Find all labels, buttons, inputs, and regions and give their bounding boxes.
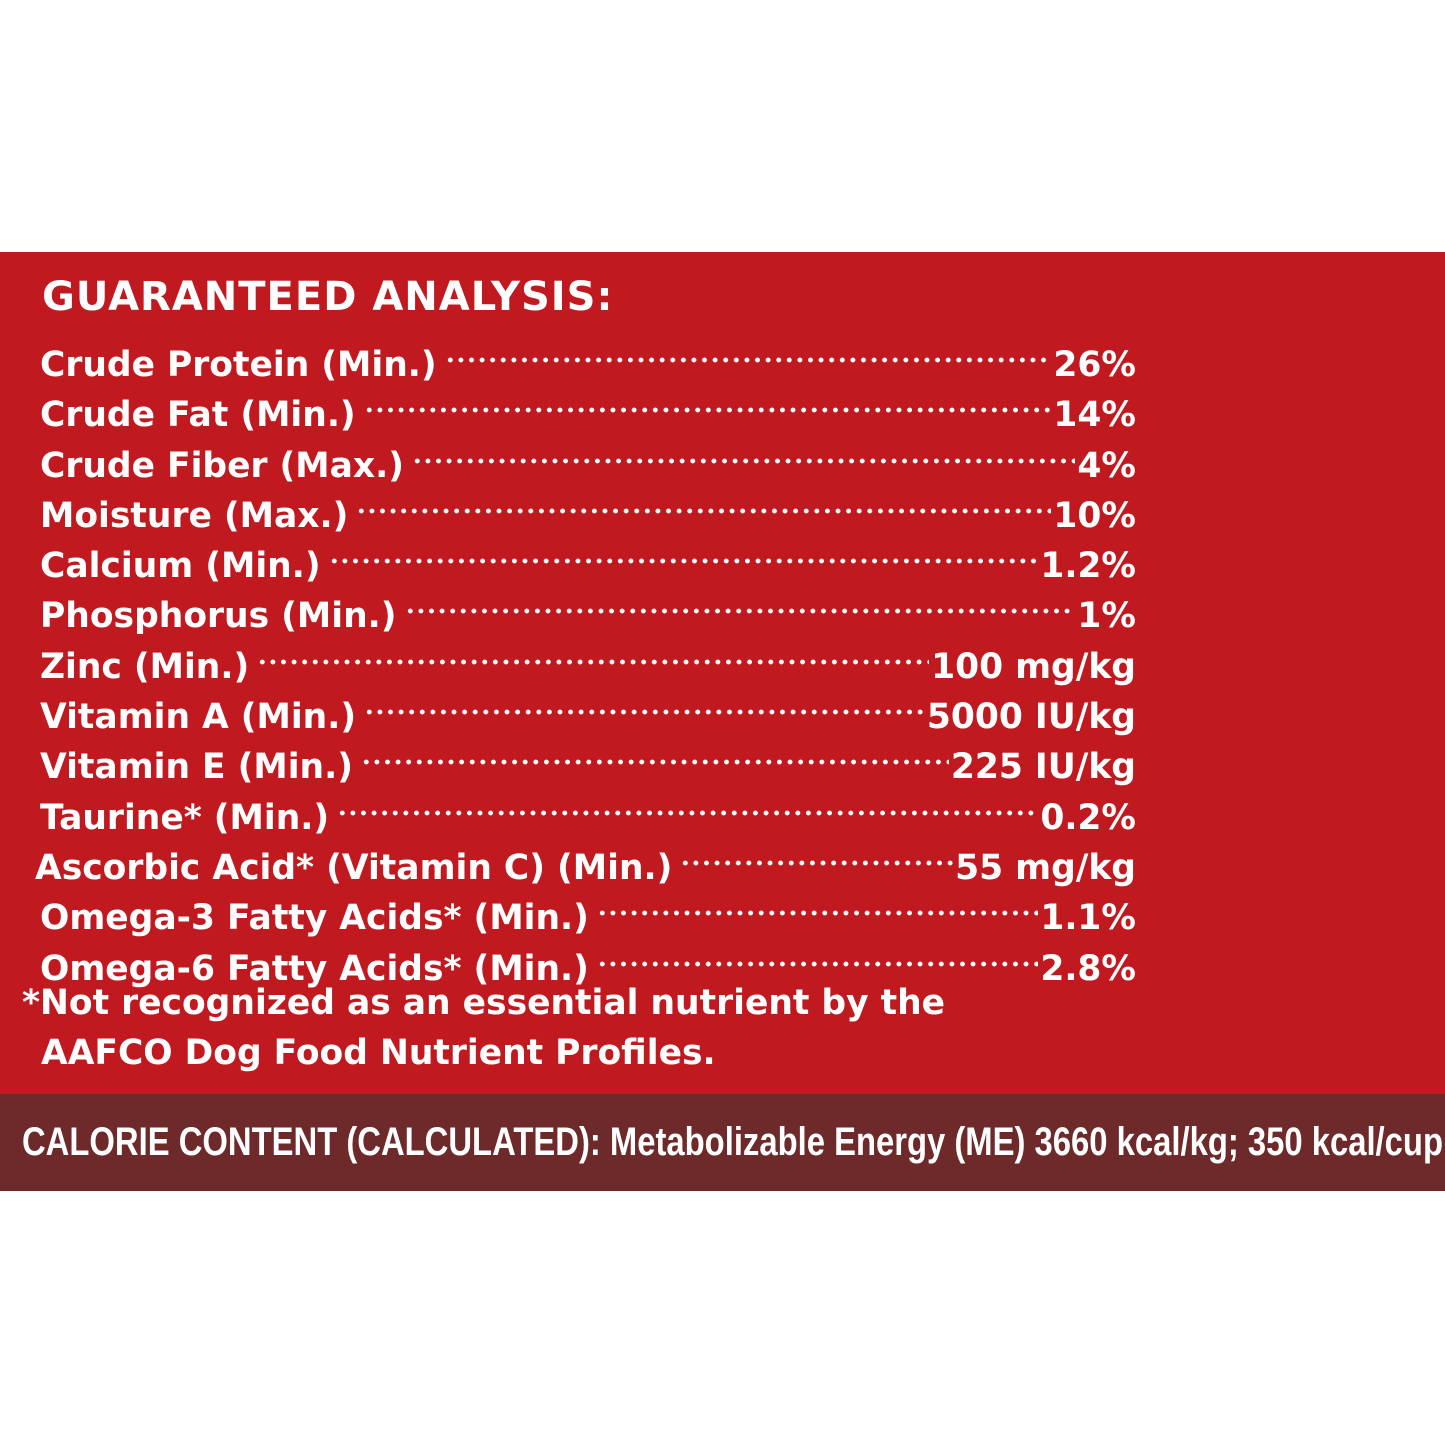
dot-leader [328, 527, 1039, 577]
calorie-content-bar [0, 1094, 1445, 1191]
row-label: Crude Protein (Min.) [40, 345, 437, 385]
row-label: Moisture (Max.) [40, 495, 349, 536]
dot-leader [444, 326, 1052, 376]
analysis-title: GUARANTEED ANALYSIS: [42, 274, 614, 320]
dot-leader [356, 477, 1052, 527]
footnote-line-1: *Not recognized as an essential nutrient… [22, 983, 946, 1023]
row-value: 4% [1077, 445, 1136, 486]
analysis-row-calcium: Calcium (Min.) 1.2% [40, 527, 1136, 586]
row-value: 2.8% [1040, 948, 1136, 989]
footnote: *Not recognized as an essential nutrient… [22, 978, 945, 1078]
row-label: Taurine* (Min.) [40, 797, 330, 838]
analysis-rows: Crude Protein (Min.) 26% Crude Fat (Min.… [35, 326, 1136, 989]
row-label: Omega-6 Fatty Acids* (Min.) [40, 948, 589, 989]
footnote-line-2: AAFCO Dog Food Nutrient Profiles. [41, 1033, 716, 1073]
analysis-row-taurine: Taurine* (Min.) 0.2% [40, 779, 1136, 838]
analysis-row-crude-fiber: Crude Fiber (Max.) 4% [40, 427, 1136, 486]
analysis-row-ascorbic-acid: Ascorbic Acid* (Vitamin C) (Min.) 55 mg/… [35, 829, 1136, 888]
row-label: Omega-3 Fatty Acids* (Min.) [40, 898, 589, 939]
analysis-row-crude-protein: Crude Protein (Min.) 26% [40, 326, 1136, 385]
guaranteed-analysis-panel [0, 252, 1445, 1094]
row-value: 0.2% [1040, 797, 1136, 838]
row-value: 1% [1077, 596, 1136, 637]
analysis-row-zinc: Zinc (Min.) 100 mg/kg [40, 628, 1136, 687]
dot-leader [360, 728, 949, 778]
row-value: 100 mg/kg [931, 646, 1136, 687]
row-label: Ascorbic Acid* (Vitamin C) (Min.) [35, 847, 673, 888]
dot-leader [404, 577, 1076, 627]
row-label: Phosphorus (Min.) [40, 596, 397, 637]
dot-leader [412, 427, 1076, 477]
analysis-row-phosphorus: Phosphorus (Min.) 1% [40, 577, 1136, 636]
row-label: Vitamin E (Min.) [40, 747, 353, 788]
row-value: 14% [1053, 395, 1136, 436]
analysis-row-omega-3: Omega-3 Fatty Acids* (Min.) 1.1% [40, 879, 1136, 938]
row-value: 225 IU/kg [950, 747, 1136, 788]
row-label: Vitamin A (Min.) [40, 697, 357, 738]
row-value: 26% [1053, 345, 1136, 385]
row-label: Calcium (Min.) [40, 546, 321, 587]
row-label: Zinc (Min.) [40, 646, 250, 687]
row-label: Crude Fat (Min.) [40, 395, 356, 436]
calorie-content-text: CALORIE CONTENT (CALCULATED): Metaboliza… [22, 1120, 1443, 1164]
analysis-row-omega-6: Omega-6 Fatty Acids* (Min.) 2.8% [40, 930, 1136, 989]
dot-leader [596, 879, 1039, 929]
dot-leader [596, 930, 1039, 980]
analysis-row-crude-fat: Crude Fat (Min.) 14% [40, 376, 1136, 435]
analysis-row-moisture: Moisture (Max.) 10% [40, 477, 1136, 536]
row-value: 55 mg/kg [955, 847, 1136, 888]
analysis-row-vitamin-a: Vitamin A (Min.) 5000 IU/kg [40, 678, 1136, 737]
dot-leader [364, 678, 925, 728]
dot-leader [257, 628, 929, 678]
row-value: 1.1% [1040, 898, 1136, 939]
row-value: 5000 IU/kg [926, 697, 1136, 738]
dot-leader [363, 376, 1052, 426]
dot-leader [337, 779, 1039, 829]
analysis-row-vitamin-e: Vitamin E (Min.) 225 IU/kg [40, 728, 1136, 787]
row-label: Crude Fiber (Max.) [40, 445, 405, 486]
row-value: 10% [1053, 495, 1136, 536]
row-value: 1.2% [1040, 546, 1136, 587]
dot-leader [680, 829, 953, 879]
